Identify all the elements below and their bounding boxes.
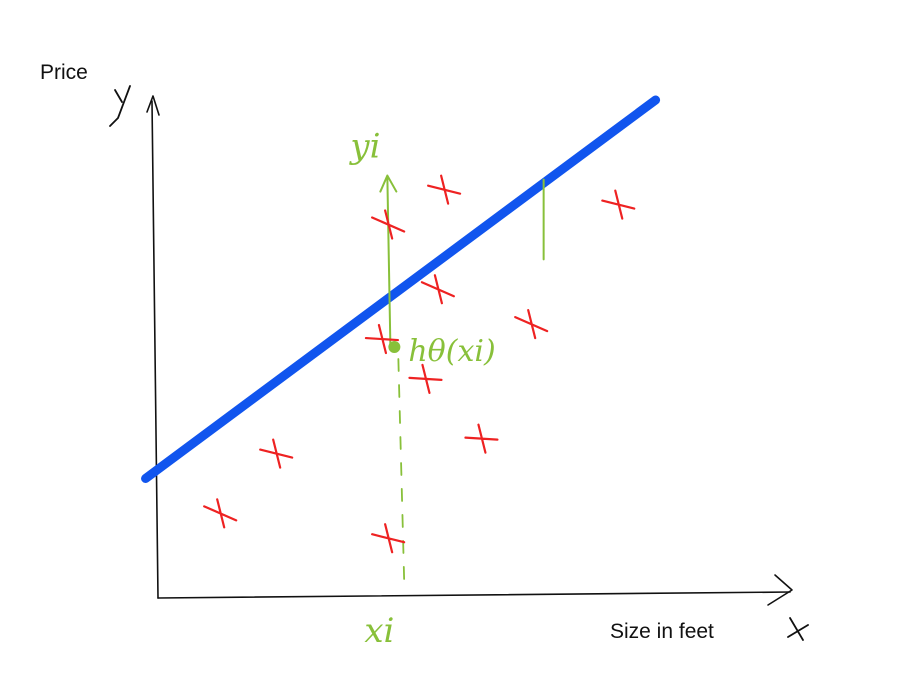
x-i-dashed-guide <box>397 358 406 589</box>
data-point <box>464 423 499 454</box>
data-point <box>408 363 443 394</box>
data-point-cross <box>408 363 443 394</box>
data-point <box>427 174 462 205</box>
annotation-layer: yi xi hθ(xi) <box>348 127 545 651</box>
y-axis-label: Price <box>40 61 88 84</box>
y-i-arrow-head <box>379 174 398 193</box>
data-points-layer <box>203 174 636 554</box>
x-axis-label: Size in feet <box>610 620 714 643</box>
data-point <box>371 523 406 554</box>
data-point <box>203 498 238 529</box>
y-axis-letter <box>109 85 131 127</box>
y-letter-stroke <box>109 85 131 127</box>
x-axis-arrowhead <box>767 574 793 606</box>
data-point-cross <box>514 309 549 340</box>
data-point <box>364 323 400 355</box>
data-point <box>420 274 455 305</box>
y-i-arrow-shaft <box>386 176 392 346</box>
y-i-label: yi <box>348 127 380 167</box>
fit-line-layer <box>141 95 661 483</box>
data-point <box>371 209 406 240</box>
data-point-cross <box>371 523 406 554</box>
fit-line <box>141 95 661 483</box>
data-point <box>601 189 636 220</box>
y-axis-arrowhead <box>146 95 160 116</box>
data-point-cross <box>420 274 455 305</box>
data-point-cross <box>364 323 400 355</box>
x-axis-line <box>157 591 791 599</box>
y-axis-line <box>151 100 159 599</box>
data-point-cross <box>259 438 294 469</box>
data-point-cross <box>601 189 636 220</box>
prediction-dot <box>388 341 401 353</box>
data-point-cross <box>371 209 406 240</box>
data-point-cross <box>464 423 499 454</box>
axes <box>109 85 809 641</box>
data-point-cross <box>203 498 238 529</box>
prediction-label: hθ(xi) <box>408 334 495 369</box>
data-point-cross <box>427 174 462 205</box>
x-i-label: xi <box>364 611 394 651</box>
data-point <box>259 438 294 469</box>
x-axis-letter <box>787 617 809 641</box>
x-letter-stroke <box>787 617 809 641</box>
data-point <box>514 309 549 340</box>
